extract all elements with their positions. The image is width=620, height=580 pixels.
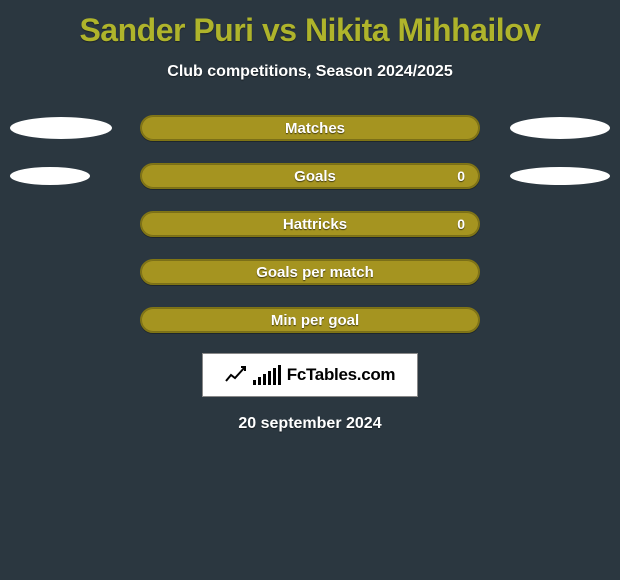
logo-bar-segment — [278, 365, 281, 385]
stat-label: Min per goal — [271, 312, 359, 329]
page-title: Sander Puri vs Nikita Mihhailov — [0, 0, 620, 49]
date-line: 20 september 2024 — [0, 415, 620, 433]
stat-value: 0 — [457, 168, 465, 184]
stat-value: 0 — [457, 216, 465, 232]
left-ellipse — [10, 167, 90, 185]
logo-bar-segment — [263, 374, 266, 385]
stat-row: Goals per match — [0, 259, 620, 285]
right-ellipse — [510, 117, 610, 139]
logo-bar-segment — [273, 368, 276, 385]
stat-label: Goals per match — [256, 264, 374, 281]
left-ellipse — [10, 117, 112, 139]
logo-text: FcTables.com — [287, 365, 396, 385]
chart-icon — [225, 364, 247, 386]
logo-bar-segment — [253, 380, 256, 385]
logo-bar-segment — [258, 377, 261, 385]
stat-row: Goals 0 — [0, 163, 620, 189]
stat-label: Matches — [285, 120, 345, 137]
subtitle: Club competitions, Season 2024/2025 — [0, 63, 620, 81]
stat-row: Hattricks 0 — [0, 211, 620, 237]
stat-label: Goals — [294, 168, 336, 185]
logo-bar-segment — [268, 371, 271, 385]
stat-row: Matches — [0, 115, 620, 141]
right-ellipse — [510, 167, 610, 185]
stat-bar: Goals 0 — [140, 163, 480, 189]
stat-bar: Matches — [140, 115, 480, 141]
stat-bar: Hattricks 0 — [140, 211, 480, 237]
stat-row: Min per goal — [0, 307, 620, 333]
bars-icon — [253, 365, 281, 385]
fctables-logo: FcTables.com — [202, 353, 418, 397]
stat-bar: Goals per match — [140, 259, 480, 285]
stat-label: Hattricks — [283, 216, 347, 233]
stat-bar: Min per goal — [140, 307, 480, 333]
stat-rows: Matches Goals 0 Hattricks 0 Goals per match Mi… — [0, 115, 620, 333]
